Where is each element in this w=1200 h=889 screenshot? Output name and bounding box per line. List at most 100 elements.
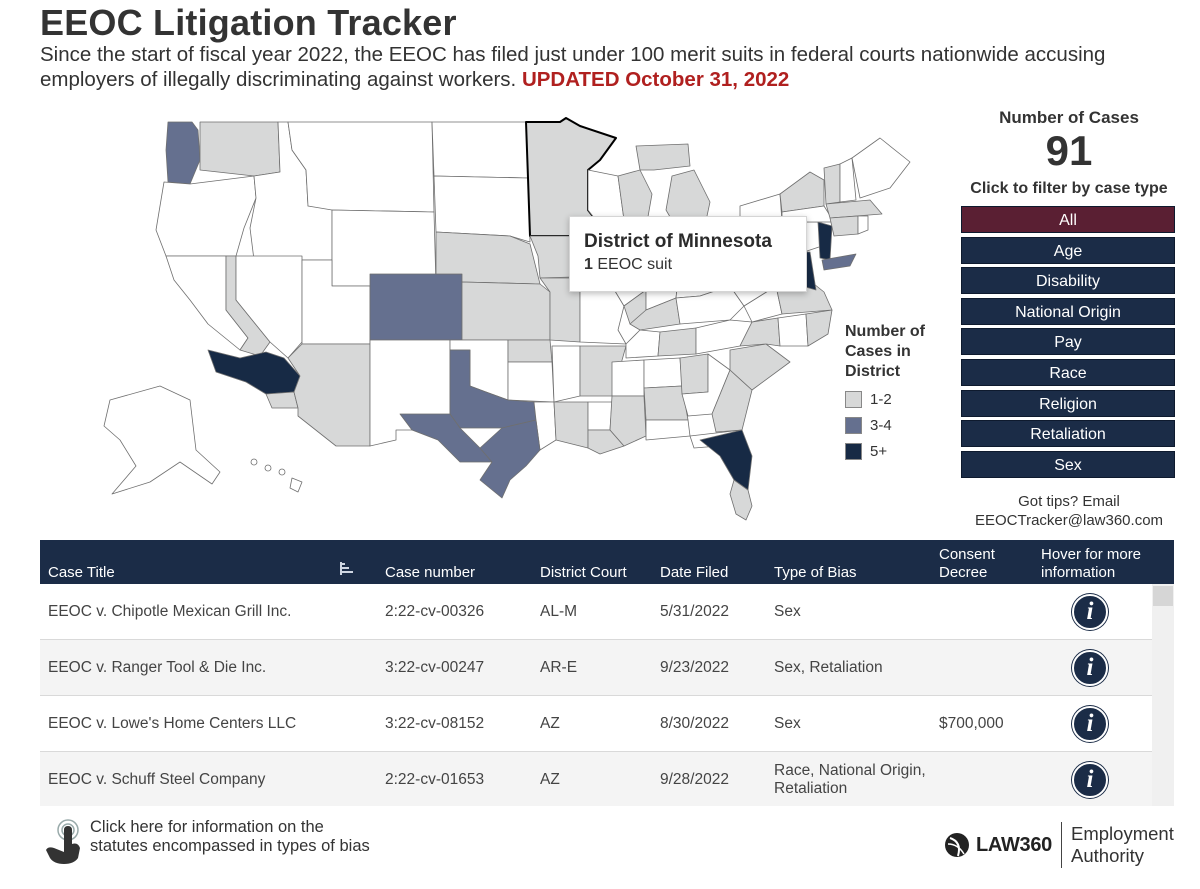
info-icon[interactable]: i bbox=[1072, 594, 1108, 630]
table-scrollbar[interactable] bbox=[1152, 584, 1174, 806]
cell-case-number: 3:22-cv-08152 bbox=[385, 715, 485, 732]
tips-text: Got tips? Email bbox=[1018, 493, 1120, 510]
us-district-map-svg[interactable] bbox=[40, 110, 960, 530]
table-header: Case Title Case number District Court Da… bbox=[40, 540, 1174, 584]
district-tx-e bbox=[533, 401, 557, 451]
col-type-of-bias[interactable]: Type of Bias bbox=[774, 564, 857, 581]
district-ny-e bbox=[821, 253, 857, 271]
filter-all-button[interactable]: All bbox=[961, 206, 1175, 233]
scrollbar-thumb[interactable] bbox=[1153, 586, 1173, 606]
cell-date-filed: 9/28/2022 bbox=[660, 771, 729, 788]
info-icon[interactable]: i bbox=[1072, 762, 1108, 798]
district-ar-w bbox=[551, 345, 581, 403]
cell-district-court: AR-E bbox=[540, 659, 578, 676]
legend-title: Number of Cases in District bbox=[845, 323, 925, 380]
district-nc-e bbox=[805, 309, 833, 347]
case-count-label: Number of Cases bbox=[999, 108, 1139, 127]
col-hover-info: Hover for more information bbox=[1041, 546, 1142, 581]
district-az bbox=[287, 343, 371, 447]
filter-retaliation-button[interactable]: Retaliation bbox=[961, 420, 1175, 448]
legend-item-3-4: 3-4 bbox=[845, 417, 955, 434]
filter-sex-button[interactable]: Sex bbox=[961, 450, 1175, 478]
col-case-title[interactable]: Case Title bbox=[48, 564, 115, 581]
statutes-link-line2: statutes encompassed in types of bias bbox=[90, 837, 370, 855]
tap-hand-icon bbox=[46, 819, 80, 864]
map-legend: Number of Cases in District 1-2 3-4 5+ bbox=[845, 322, 955, 460]
col-district-court[interactable]: District Court bbox=[540, 564, 627, 581]
district-nj bbox=[817, 221, 833, 261]
col-case-number[interactable]: Case number bbox=[385, 564, 476, 581]
district-co bbox=[369, 273, 463, 341]
district-al-n bbox=[643, 357, 683, 389]
sort-icon[interactable] bbox=[340, 562, 356, 576]
table-body[interactable]: EEOC v. Chipotle Mexican Grill Inc. 2:22… bbox=[40, 584, 1174, 806]
table-row[interactable]: EEOC v. Lowe's Home Centers LLC 3:22-cv-… bbox=[40, 696, 1174, 752]
info-icon[interactable]: i bbox=[1072, 650, 1108, 686]
cell-case-title: EEOC v. Schuff Steel Company bbox=[48, 771, 266, 788]
case-count-value: 91 bbox=[1045, 127, 1093, 174]
legend-label: 5+ bbox=[870, 443, 888, 460]
cell-date-filed: 5/31/2022 bbox=[660, 603, 729, 620]
filter-label: Click to filter by case type bbox=[970, 180, 1168, 197]
district-la-m bbox=[587, 401, 613, 431]
filter-race-button[interactable]: Race bbox=[961, 358, 1175, 386]
cell-case-number: 2:22-cv-00326 bbox=[385, 603, 485, 620]
cell-case-number: 2:22-cv-01653 bbox=[385, 771, 485, 788]
cell-type-of-bias: Race, National Origin, Retaliation bbox=[774, 762, 926, 797]
district-hi-1 bbox=[250, 458, 258, 466]
district-tx-s bbox=[479, 419, 541, 499]
district-ok-n bbox=[507, 339, 553, 363]
district-ok-e bbox=[507, 361, 555, 403]
district-ga-n bbox=[679, 353, 709, 395]
district-fl-m bbox=[699, 429, 753, 491]
cell-district-court: AZ bbox=[540, 715, 560, 732]
tips-email-link[interactable]: EEOCTracker@law360.com bbox=[974, 512, 1164, 529]
filter-religion-button[interactable]: Religion bbox=[961, 389, 1175, 417]
cell-case-title: EEOC v. Lowe's Home Centers LLC bbox=[48, 715, 297, 732]
district-la-w bbox=[553, 401, 589, 449]
district-nc-w bbox=[739, 317, 781, 347]
section-line2: Authority bbox=[1071, 845, 1145, 866]
table-row[interactable]: EEOC v. Chipotle Mexican Grill Inc. 2:22… bbox=[40, 584, 1174, 640]
district-wi-e bbox=[617, 169, 653, 229]
district-nd bbox=[431, 121, 529, 179]
cell-type-of-bias: Sex, Retaliation bbox=[774, 659, 883, 676]
cell-case-number: 3:22-cv-00247 bbox=[385, 659, 485, 676]
statutes-link-text[interactable]: Click here for information on the statut… bbox=[90, 818, 370, 856]
cases-table: Case Title Case number District Court Da… bbox=[40, 540, 1174, 806]
col-date-filed[interactable]: Date Filed bbox=[660, 564, 729, 581]
district-wa-w bbox=[165, 121, 201, 185]
district-map[interactable] bbox=[40, 110, 960, 530]
legend-swatch-dark bbox=[845, 443, 862, 460]
statutes-link-line1: Click here for information on the bbox=[90, 818, 324, 836]
district-mi-w bbox=[635, 143, 691, 171]
district-fl-s bbox=[729, 479, 753, 521]
district-tn-w bbox=[625, 329, 661, 359]
cell-district-court: AL-M bbox=[540, 603, 578, 620]
legend-item-1-2: 1-2 bbox=[845, 391, 955, 408]
district-al-m bbox=[643, 385, 689, 421]
col-consent-decree[interactable]: Consent Decree bbox=[939, 546, 995, 581]
cell-district-court: AZ bbox=[540, 771, 560, 788]
tooltip-title: District of Minnesota bbox=[584, 231, 772, 252]
legend-label: 3-4 bbox=[870, 417, 892, 434]
district-hi-4 bbox=[289, 477, 303, 493]
filter-pay-button[interactable]: Pay bbox=[961, 328, 1175, 356]
district-tn-m bbox=[657, 327, 697, 357]
table-row[interactable]: EEOC v. Ranger Tool & Die Inc. 3:22-cv-0… bbox=[40, 640, 1174, 696]
subtitle-text: Since the start of fiscal year 2022, the… bbox=[40, 43, 1106, 91]
district-or bbox=[155, 175, 257, 257]
cell-case-title: EEOC v. Ranger Tool & Die Inc. bbox=[48, 659, 267, 676]
filter-national-origin-button[interactable]: National Origin bbox=[961, 297, 1175, 325]
filter-age-button[interactable]: Age bbox=[961, 236, 1175, 264]
district-ny-n bbox=[779, 171, 825, 213]
statutes-info-link[interactable]: Click here for information on the statut… bbox=[42, 818, 370, 864]
legend-swatch-medium bbox=[845, 417, 862, 434]
filter-disability-button[interactable]: Disability bbox=[961, 267, 1175, 295]
law360-logo: LAW360 Employment Authority bbox=[944, 822, 1174, 868]
district-me bbox=[851, 137, 911, 199]
district-wa-e bbox=[199, 121, 281, 177]
info-icon[interactable]: i bbox=[1072, 706, 1108, 742]
table-row[interactable]: EEOC v. Schuff Steel Company 2:22-cv-016… bbox=[40, 752, 1174, 806]
filter-panel: Number of Cases 91 Click to filter by ca… bbox=[955, 108, 1183, 481]
